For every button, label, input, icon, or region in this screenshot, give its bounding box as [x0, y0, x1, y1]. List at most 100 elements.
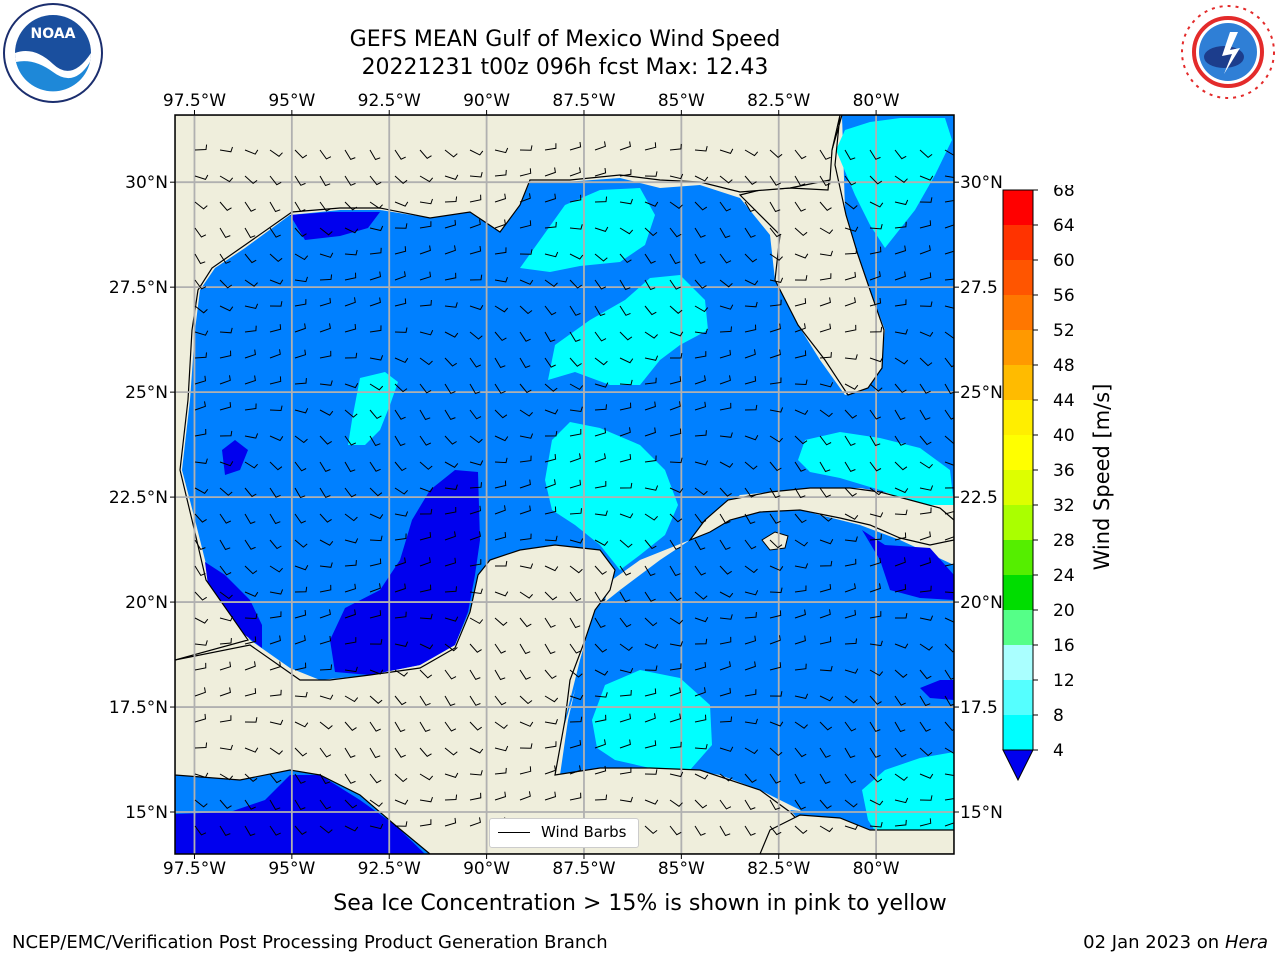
wind-barb — [569, 194, 582, 203]
colorbar-segment-4 — [1003, 330, 1033, 365]
wind-barb — [794, 721, 808, 729]
wind-barb — [619, 513, 634, 519]
wind-barb — [569, 479, 582, 489]
wind-barb — [344, 773, 356, 784]
wind-barb — [744, 324, 757, 333]
chart-title: GEFS MEAN Gulf of Mexico Wind Speed — [349, 27, 781, 52]
wind-barb — [619, 591, 631, 603]
wind-barb — [769, 377, 782, 385]
wind-barb — [694, 539, 706, 551]
wind-barb — [819, 560, 833, 567]
band-lt4-caribbean-edge — [920, 680, 954, 700]
wind-barb — [919, 461, 933, 469]
wind-barb — [670, 353, 683, 359]
band-lt4-pacific — [175, 775, 425, 854]
wind-barb — [594, 453, 606, 463]
wind-barb — [394, 799, 409, 805]
wind-barb — [194, 375, 207, 385]
wind-barb — [394, 747, 406, 758]
wind-barb — [319, 799, 332, 810]
wind-barb — [869, 821, 883, 828]
wind-barb — [194, 174, 209, 181]
band-lt4-nw-gulf — [290, 212, 380, 240]
wind-barb — [869, 356, 884, 363]
wind-barb — [544, 279, 558, 288]
wind-barb — [744, 661, 756, 671]
wind-barb — [769, 635, 781, 645]
wind-barb — [794, 585, 807, 593]
wind-barb — [244, 636, 257, 645]
colorbar-tick-label-9: 32 — [1053, 496, 1075, 516]
wind-barb — [269, 661, 281, 671]
wind-barb — [569, 591, 582, 602]
wind-barb — [419, 747, 432, 757]
wind-barb — [769, 513, 781, 524]
wind-barb — [394, 175, 408, 185]
wind-barb — [269, 149, 283, 157]
wind-barb — [619, 482, 633, 489]
wind-barb — [569, 739, 582, 749]
wind-barb — [694, 328, 708, 335]
wind-barb — [519, 357, 531, 369]
colorbar-tick-label-6: 44 — [1053, 391, 1075, 411]
wind-barb — [394, 246, 407, 255]
wind-barb — [544, 565, 559, 572]
wind-barb — [919, 383, 931, 394]
wind-barb — [869, 534, 882, 541]
wind-barb — [519, 455, 532, 463]
wind-barb — [594, 643, 607, 653]
wind-barb — [469, 695, 481, 706]
wind-barb — [344, 201, 358, 211]
wind-barb — [844, 747, 856, 759]
wind-barb — [819, 273, 832, 281]
colorbar-tick-label-8: 36 — [1053, 461, 1075, 481]
wind-barb — [694, 799, 708, 809]
wind-barb — [794, 227, 808, 237]
wind-barb — [494, 532, 507, 541]
wind-barb — [819, 175, 831, 187]
wind-barb — [244, 227, 256, 239]
wind-barb — [819, 665, 833, 672]
wind-barb — [419, 695, 431, 706]
wind-barb — [719, 201, 732, 212]
wind-barb — [419, 299, 432, 307]
wind-barb — [819, 149, 831, 160]
wind-barb — [844, 695, 858, 704]
wind-barb — [519, 791, 531, 801]
wind-barb — [619, 767, 632, 775]
colorbar-segment-9 — [1003, 505, 1033, 540]
wind-barb — [369, 149, 381, 161]
wind-barb — [644, 355, 659, 361]
wind-barb — [344, 637, 357, 645]
wind-barb — [244, 773, 258, 783]
wind-barb — [769, 565, 784, 572]
wind-barb — [844, 354, 858, 360]
wind-barb — [919, 669, 932, 680]
lon-label-bottom-7: 80°W — [853, 859, 900, 879]
wind-barb — [394, 383, 408, 393]
wind-barb — [344, 149, 356, 161]
wind-barb — [419, 532, 432, 541]
wind-barb — [269, 487, 281, 498]
wind-barb — [869, 611, 882, 619]
wind-barb — [569, 508, 582, 515]
wind-barb — [669, 565, 681, 577]
wind-barb — [269, 539, 282, 550]
wind-barb — [519, 193, 531, 203]
wind-barb — [919, 331, 934, 337]
wind-barb — [644, 513, 658, 521]
wind-barb — [844, 175, 857, 186]
wind-barb — [869, 271, 881, 281]
wind-barb — [469, 194, 482, 203]
colorbar-extend-arrow — [1002, 749, 1034, 782]
wind-barb — [744, 376, 757, 385]
wind-barb — [894, 747, 907, 758]
cuba-island — [688, 487, 954, 546]
lon-label-bottom-5: 85°W — [658, 859, 705, 879]
wind-barb — [269, 175, 282, 186]
wind-barb — [744, 301, 758, 308]
wind-barb — [394, 511, 409, 517]
wind-barb — [819, 382, 834, 388]
wind-barb — [419, 149, 432, 159]
lon-label-top-0: 97.5°W — [163, 91, 226, 111]
